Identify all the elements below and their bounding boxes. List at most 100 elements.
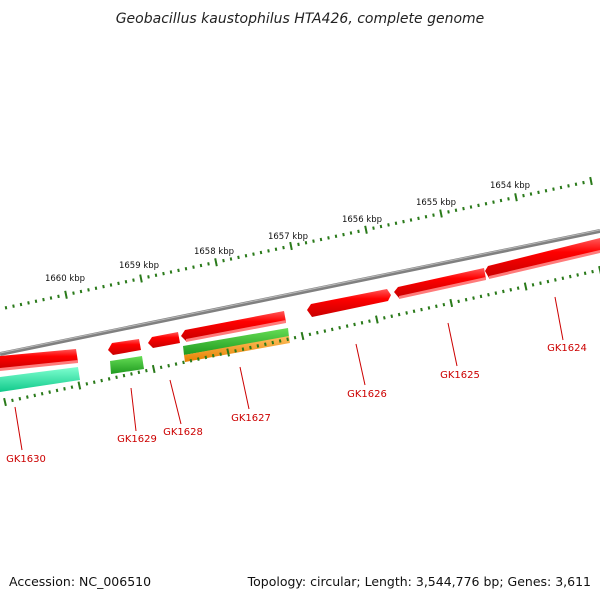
- lower-track-minor-tick: [405, 311, 408, 315]
- upper-track-minor-tick: [319, 237, 323, 242]
- lower-track-minor-tick: [561, 276, 565, 281]
- upper-track-minor-tick: [492, 200, 495, 204]
- gene-label: GK1628: [163, 427, 203, 438]
- upper-track-minor-tick: [117, 281, 120, 286]
- lower-track-minor-tick: [122, 373, 126, 378]
- lower-track-minor-tick: [568, 274, 572, 279]
- gene-labels: GK1630 GK1629 GK1628 GK1627 GK1626 GK162…: [6, 343, 587, 465]
- cds-shadow: [489, 250, 600, 279]
- lower-track-minor-tick: [40, 391, 44, 396]
- genome-backbone: [0, 229, 600, 356]
- lower-track-minor-tick: [48, 390, 51, 394]
- cds-feature: [307, 289, 391, 317]
- gene-label: GK1626: [347, 389, 387, 400]
- upper-track-minor-tick: [357, 229, 360, 234]
- upper-track-minor-tick: [79, 289, 83, 294]
- cds-feature: [108, 339, 141, 355]
- lower-track-minor-tick: [33, 393, 37, 398]
- lower-track-minor-tick: [383, 316, 386, 320]
- upper-tick-track: [4, 176, 593, 310]
- upper-track-minor-tick: [222, 258, 225, 263]
- lower-track-minor-tick: [189, 358, 193, 363]
- lower-track-major-tick: [449, 298, 454, 308]
- lower-track-minor-tick: [137, 370, 141, 375]
- kbp-label-1658: 1658 kbp: [194, 247, 234, 257]
- gene-label: GK1625: [440, 370, 480, 381]
- lower-track-minor-tick: [26, 395, 29, 399]
- lower-track-minor-tick: [591, 269, 594, 274]
- map-title: Geobacillus kaustophilus HTA426, complet…: [116, 11, 485, 27]
- upper-track-minor-tick: [49, 296, 53, 300]
- gene-leader: [447, 322, 458, 367]
- kbp-label-1655: 1655 kbp: [416, 198, 456, 208]
- cds-feature: [181, 311, 286, 341]
- upper-track-major-tick: [139, 274, 143, 283]
- upper-track-minor-tick: [349, 231, 353, 235]
- upper-track-minor-tick: [94, 286, 98, 290]
- lower-track-minor-tick: [92, 380, 96, 385]
- lower-track-minor-tick: [18, 396, 22, 401]
- kbp-label-1659: 1659 kbp: [119, 261, 159, 271]
- upper-track-minor-tick: [124, 280, 128, 284]
- upper-track-minor-tick: [154, 273, 158, 277]
- genome-summary-text: Topology: circular; Length: 3,544,776 bp…: [247, 574, 591, 589]
- cds-feature: [148, 332, 180, 348]
- gene-leader: [169, 379, 182, 425]
- lower-track-minor-tick: [397, 312, 401, 317]
- lower-track-minor-tick: [55, 388, 59, 393]
- lower-track-minor-tick: [420, 307, 423, 312]
- lower-track-minor-tick: [197, 357, 200, 361]
- upper-track-major-tick: [64, 290, 68, 299]
- upper-track-minor-tick: [484, 202, 488, 206]
- upper-track-minor-tick: [42, 297, 45, 302]
- rrna-feature: [0, 367, 80, 392]
- lower-track-minor-tick: [464, 297, 468, 302]
- gene-leader: [554, 296, 564, 341]
- lower-track-major-tick: [375, 315, 379, 324]
- lower-track-minor-tick: [11, 398, 14, 403]
- gene-leader: [14, 406, 23, 451]
- upper-track-minor-tick: [304, 241, 308, 245]
- upper-track-minor-tick: [244, 254, 248, 258]
- lower-track-minor-tick: [583, 271, 587, 276]
- upper-track-minor-tick: [394, 221, 398, 225]
- upper-track-minor-tick: [177, 268, 180, 273]
- upper-track-major-tick: [289, 241, 293, 251]
- accession-text: Accession: NC_006510: [9, 574, 151, 589]
- upper-track-minor-tick: [462, 206, 465, 211]
- upper-track-minor-tick: [199, 263, 203, 268]
- upper-track-minor-tick: [207, 262, 210, 266]
- upper-track-minor-tick: [409, 218, 413, 222]
- gene-leader: [355, 343, 366, 386]
- lower-track-minor-tick: [159, 365, 163, 370]
- lower-track-minor-tick: [308, 332, 312, 337]
- lower-track-minor-tick: [249, 345, 252, 350]
- lower-track-minor-tick: [293, 335, 297, 340]
- lower-track-minor-tick: [204, 355, 208, 360]
- upper-track-minor-tick: [12, 304, 15, 308]
- upper-track-minor-tick: [567, 184, 570, 188]
- upper-track-minor-tick: [454, 208, 458, 212]
- upper-track-minor-tick: [87, 288, 90, 292]
- gene-label: GK1629: [117, 434, 157, 445]
- cds-feature: [485, 238, 600, 278]
- upper-track-minor-tick: [559, 185, 563, 190]
- upper-track-minor-tick: [327, 236, 330, 240]
- cds-shadow: [0, 360, 78, 371]
- upper-track-major-tick: [514, 193, 518, 202]
- lower-track-minor-tick: [323, 329, 327, 333]
- upper-track-minor-tick: [552, 187, 555, 191]
- lower-track-minor-tick: [531, 283, 535, 287]
- upper-track-minor-tick: [169, 270, 173, 274]
- lower-track-minor-tick: [353, 322, 356, 327]
- lower-track-minor-tick: [442, 302, 446, 307]
- upper-track-minor-tick: [312, 239, 315, 243]
- upper-track-minor-tick: [132, 278, 135, 282]
- gene-feature: [110, 356, 144, 374]
- lower-track-minor-tick: [70, 385, 74, 389]
- lower-track-major-tick: [598, 265, 600, 275]
- lower-track-minor-tick: [63, 387, 66, 391]
- upper-track-minor-tick: [162, 271, 165, 276]
- lower-track-minor-tick: [167, 363, 170, 368]
